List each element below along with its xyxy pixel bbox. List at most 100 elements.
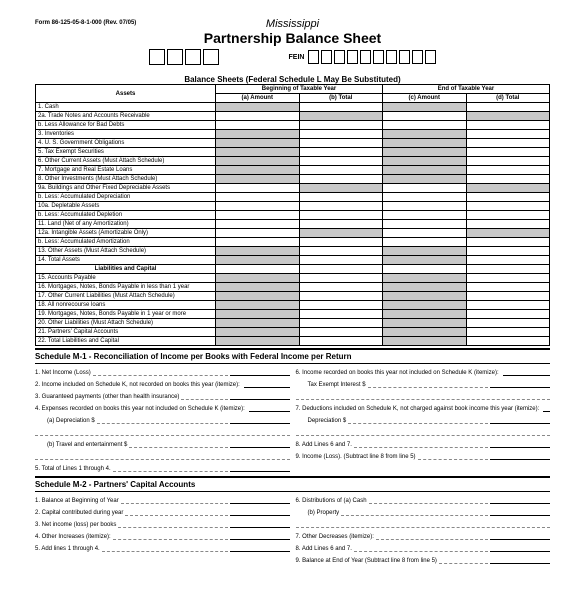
amount-cell[interactable] — [299, 238, 383, 247]
amount-cell[interactable] — [216, 220, 300, 229]
amount-cell[interactable] — [383, 337, 467, 346]
amount-cell[interactable] — [383, 319, 467, 328]
amount-cell[interactable] — [299, 148, 383, 157]
amount-cell[interactable] — [466, 283, 550, 292]
amount-cell[interactable] — [299, 220, 383, 229]
amount-cell[interactable] — [383, 166, 467, 175]
amount-cell[interactable] — [299, 184, 383, 193]
amount-cell[interactable] — [383, 247, 467, 256]
amount-cell[interactable] — [216, 274, 300, 283]
amount-cell[interactable] — [383, 139, 467, 148]
amount-cell[interactable] — [216, 256, 300, 265]
amount-cell[interactable] — [216, 121, 300, 130]
amount-cell[interactable] — [466, 184, 550, 193]
amount-cell[interactable] — [299, 319, 383, 328]
amount-cell[interactable] — [299, 103, 383, 112]
amount-cell[interactable] — [466, 310, 550, 319]
value-field[interactable] — [490, 554, 550, 564]
input-box[interactable] — [185, 49, 201, 65]
fein-input-box[interactable] — [412, 50, 423, 64]
amount-cell[interactable] — [383, 130, 467, 139]
amount-cell[interactable] — [299, 139, 383, 148]
amount-cell[interactable] — [466, 148, 550, 157]
value-field[interactable] — [543, 402, 550, 412]
amount-cell[interactable] — [383, 310, 467, 319]
amount-cell[interactable] — [299, 175, 383, 184]
amount-cell[interactable] — [383, 184, 467, 193]
amount-cell[interactable] — [216, 202, 300, 211]
amount-cell[interactable] — [383, 229, 467, 238]
amount-cell[interactable] — [466, 328, 550, 337]
amount-cell[interactable] — [299, 202, 383, 211]
value-field[interactable] — [230, 542, 290, 552]
amount-cell[interactable] — [466, 202, 550, 211]
fein-input-box[interactable] — [373, 50, 384, 64]
amount-cell[interactable] — [216, 301, 300, 310]
amount-cell[interactable] — [216, 184, 300, 193]
amount-cell[interactable] — [216, 193, 300, 202]
amount-cell[interactable] — [216, 283, 300, 292]
value-field[interactable] — [490, 438, 550, 448]
amount-cell[interactable] — [299, 301, 383, 310]
amount-cell[interactable] — [466, 238, 550, 247]
blank-line[interactable] — [296, 426, 551, 436]
amount-cell[interactable] — [216, 328, 300, 337]
value-field[interactable] — [490, 450, 550, 460]
amount-cell[interactable] — [383, 292, 467, 301]
amount-cell[interactable] — [383, 274, 467, 283]
amount-cell[interactable] — [299, 292, 383, 301]
amount-cell[interactable] — [216, 175, 300, 184]
value-field[interactable] — [490, 506, 550, 516]
amount-cell[interactable] — [299, 283, 383, 292]
amount-cell[interactable] — [466, 229, 550, 238]
fein-input-box[interactable] — [308, 50, 319, 64]
amount-cell[interactable] — [383, 211, 467, 220]
blank-line[interactable] — [35, 450, 290, 460]
blank-line[interactable] — [296, 518, 551, 528]
amount-cell[interactable] — [216, 112, 300, 121]
amount-cell[interactable] — [383, 157, 467, 166]
amount-cell[interactable] — [299, 193, 383, 202]
amount-cell[interactable] — [466, 220, 550, 229]
amount-cell[interactable] — [466, 292, 550, 301]
amount-cell[interactable] — [299, 166, 383, 175]
amount-cell[interactable] — [216, 211, 300, 220]
fein-input-box[interactable] — [334, 50, 345, 64]
amount-cell[interactable] — [216, 238, 300, 247]
amount-cell[interactable] — [299, 310, 383, 319]
amount-cell[interactable] — [383, 301, 467, 310]
amount-cell[interactable] — [383, 220, 467, 229]
fein-input-box[interactable] — [386, 50, 397, 64]
amount-cell[interactable] — [383, 148, 467, 157]
value-field[interactable] — [490, 542, 550, 552]
value-field[interactable] — [230, 530, 290, 540]
amount-cell[interactable] — [466, 157, 550, 166]
amount-cell[interactable] — [216, 139, 300, 148]
amount-cell[interactable] — [216, 130, 300, 139]
amount-cell[interactable] — [216, 247, 300, 256]
amount-cell[interactable] — [383, 103, 467, 112]
value-field[interactable] — [249, 402, 290, 412]
blank-line[interactable] — [35, 426, 290, 436]
amount-cell[interactable] — [299, 274, 383, 283]
value-field[interactable] — [230, 390, 290, 400]
value-field[interactable] — [490, 530, 550, 540]
amount-cell[interactable] — [466, 256, 550, 265]
amount-cell[interactable] — [383, 121, 467, 130]
amount-cell[interactable] — [466, 166, 550, 175]
value-field[interactable] — [244, 378, 290, 388]
amount-cell[interactable] — [299, 256, 383, 265]
amount-cell[interactable] — [299, 229, 383, 238]
amount-cell[interactable] — [466, 130, 550, 139]
amount-cell[interactable] — [383, 112, 467, 121]
amount-cell[interactable] — [466, 193, 550, 202]
amount-cell[interactable] — [466, 112, 550, 121]
amount-cell[interactable] — [216, 229, 300, 238]
amount-cell[interactable] — [299, 337, 383, 346]
input-box[interactable] — [149, 49, 165, 65]
input-box[interactable] — [167, 49, 183, 65]
value-field[interactable] — [230, 494, 290, 504]
value-field[interactable] — [230, 462, 290, 472]
amount-cell[interactable] — [466, 121, 550, 130]
value-field[interactable] — [230, 506, 290, 516]
